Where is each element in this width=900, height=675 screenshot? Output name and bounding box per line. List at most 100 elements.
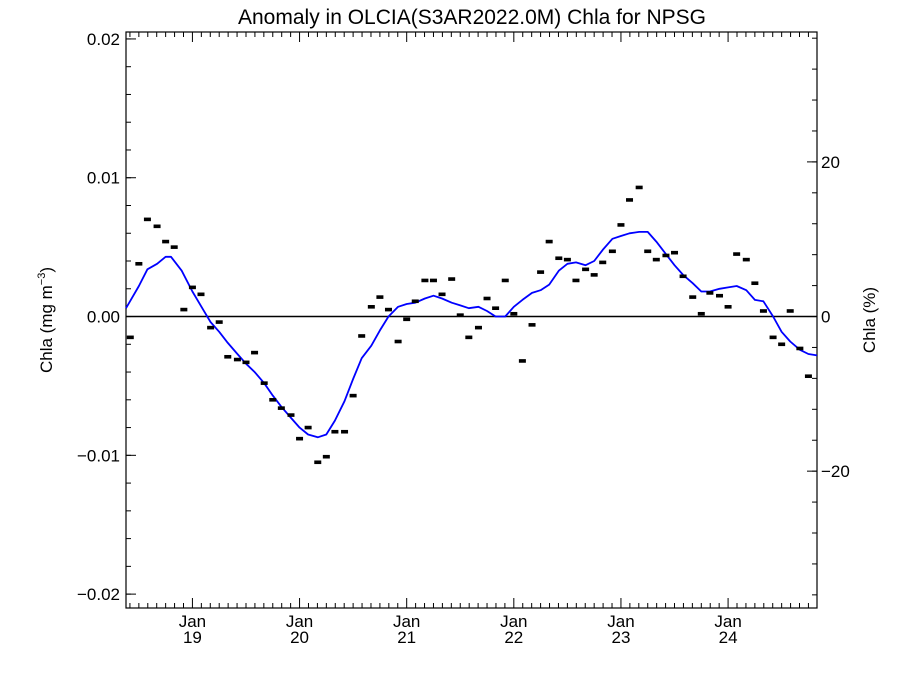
data-point — [251, 350, 259, 355]
data-point — [188, 285, 196, 290]
data-point-mark — [349, 393, 357, 398]
left-y-tick-label: −0.02 — [77, 585, 120, 604]
data-point-mark — [162, 239, 170, 244]
x-tick-label-year: 21 — [397, 628, 416, 647]
data-point-mark — [662, 253, 670, 258]
data-point — [394, 339, 402, 344]
x-tick-label-year: 23 — [611, 628, 630, 647]
right-y-tick-label: 20 — [821, 153, 840, 172]
data-point-mark — [376, 295, 384, 299]
data-point — [197, 292, 205, 297]
data-point-mark — [679, 274, 687, 279]
data-point-mark — [590, 273, 598, 277]
chart-title: Anomaly in OLCIA(S3AR2022.0M) Chla for N… — [238, 6, 706, 29]
data-point — [403, 317, 411, 322]
data-point — [626, 198, 634, 202]
data-point-mark — [786, 309, 794, 313]
data-point — [349, 393, 357, 398]
data-point — [384, 307, 392, 312]
data-point — [224, 354, 232, 359]
data-point — [563, 257, 571, 262]
data-point — [572, 278, 580, 283]
data-point — [492, 306, 500, 311]
data-point — [635, 185, 643, 190]
data-point — [751, 281, 759, 286]
data-point-mark — [733, 252, 741, 256]
data-point-mark — [563, 257, 571, 262]
x-tick-label-month: Jan — [714, 612, 741, 631]
data-point-mark — [341, 429, 349, 434]
data-point — [518, 359, 526, 363]
data-point — [260, 381, 268, 385]
data-point — [367, 305, 375, 309]
data-point — [162, 239, 170, 244]
data-point-mark — [260, 381, 268, 385]
data-point — [769, 335, 777, 340]
data-point — [590, 273, 598, 277]
data-point-mark — [188, 285, 196, 290]
x-tick-label-year: 20 — [290, 628, 309, 647]
data-point — [555, 256, 563, 261]
data-point — [796, 346, 804, 351]
data-point-mark — [367, 305, 375, 309]
data-point-mark — [769, 335, 777, 340]
data-point-mark — [411, 299, 419, 304]
data-point-mark — [582, 267, 590, 272]
data-point-mark — [233, 357, 241, 362]
data-point-mark — [689, 295, 697, 299]
data-point-mark — [358, 334, 366, 338]
data-point — [644, 249, 652, 254]
data-point — [778, 342, 786, 347]
data-point-mark — [483, 296, 491, 301]
x-tick-label-month: Jan — [500, 612, 527, 631]
data-point-mark — [251, 350, 259, 355]
data-point-mark — [296, 436, 304, 441]
data-point-mark — [572, 278, 580, 283]
right-y-tick-label: −20 — [821, 462, 850, 481]
data-point-mark — [724, 305, 732, 309]
data-point — [411, 299, 419, 304]
data-point-mark — [492, 306, 500, 311]
data-point-mark — [608, 249, 616, 254]
x-tick-label-month: Jan — [286, 612, 313, 631]
plot-frame — [125, 31, 818, 609]
data-point-mark — [143, 217, 151, 222]
left-y-axis: 0.02 0.01 0.00 −0.01 −0.02 — [77, 30, 136, 604]
data-point-mark — [528, 323, 536, 327]
data-point — [322, 454, 330, 459]
data-point-mark — [626, 198, 634, 202]
data-point-mark — [706, 291, 714, 295]
data-point-mark — [652, 257, 660, 262]
data-point — [170, 245, 178, 249]
left-y-axis-label-superscript: −3 — [36, 273, 48, 286]
right-y-tick-label: 0 — [821, 308, 830, 327]
data-point — [376, 295, 384, 299]
left-y-axis-label: Chla (mg m−3) — [36, 267, 56, 373]
data-point — [269, 398, 277, 402]
data-point — [662, 253, 670, 258]
data-point — [537, 270, 545, 274]
data-point — [671, 250, 679, 255]
data-point — [126, 335, 134, 340]
data-point — [358, 334, 366, 338]
data-point — [331, 429, 339, 434]
data-point — [314, 460, 322, 465]
data-point-mark — [126, 335, 134, 340]
x-tick-label-year: 24 — [719, 628, 738, 647]
data-point-mark — [510, 311, 518, 316]
data-point — [652, 257, 660, 262]
data-point-mark — [742, 257, 750, 262]
data-point-mark — [153, 224, 161, 229]
data-point — [742, 257, 750, 262]
data-point — [510, 311, 518, 316]
data-point — [153, 224, 161, 229]
data-point-mark — [796, 346, 804, 351]
data-point-mark — [269, 398, 277, 402]
data-point-mark — [242, 360, 250, 365]
data-point-mark — [448, 277, 456, 281]
data-point — [438, 292, 446, 297]
data-point — [724, 305, 732, 309]
